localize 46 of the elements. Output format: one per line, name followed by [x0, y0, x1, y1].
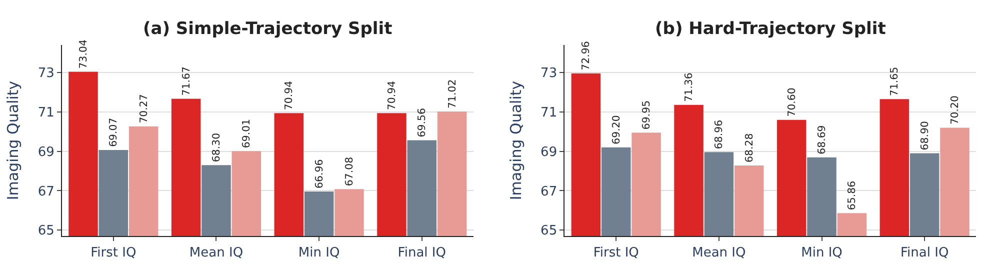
data-label: 66.96 [314, 159, 326, 188]
data-label: 70.27 [138, 94, 150, 124]
x-tick-label: Min IQ [298, 246, 340, 261]
data-label: 70.20 [950, 95, 961, 125]
x-tick-label: First IQ [593, 246, 639, 261]
data-label: 68.69 [817, 125, 828, 154]
x-tick-label: Mean IQ [189, 246, 244, 261]
data-label: 69.20 [611, 115, 622, 144]
y-tick-label: 69 [38, 144, 54, 160]
chart-title: (b) Hard-Trajectory Split [655, 19, 886, 39]
data-label: 71.02 [447, 79, 458, 109]
y-tick-label: 67 [38, 184, 54, 200]
data-label: 68.30 [211, 132, 222, 162]
data-label: 68.28 [744, 133, 756, 162]
y-tick-label: 73 [540, 66, 558, 82]
data-label: 68.90 [920, 121, 931, 150]
y-axis-title: Imaging Quality [4, 80, 22, 200]
data-label: 73.04 [78, 40, 90, 69]
y-axis-title: Imaging Quality [506, 80, 525, 200]
y-tick-label: 67 [540, 184, 558, 200]
data-label: 72.96 [581, 41, 592, 70]
y-tick-label: 71 [38, 106, 54, 120]
x-tick-label: Final IQ [398, 246, 446, 261]
data-label: 67.08 [344, 156, 356, 186]
x-tick-label: Mean IQ [692, 246, 746, 261]
y-tick-label: 71 [540, 106, 558, 120]
data-label: 69.07 [108, 118, 120, 147]
x-tick-label: First IQ [90, 246, 136, 261]
y-tick-label: 65 [38, 224, 54, 239]
data-label: 69.95 [642, 100, 653, 130]
data-label: 71.67 [181, 66, 192, 96]
data-label: 70.94 [284, 80, 296, 110]
data-label: 69.01 [242, 118, 253, 148]
data-label: 71.36 [684, 72, 696, 102]
data-label: 71.65 [890, 66, 901, 96]
y-tick-label: 73 [38, 66, 54, 82]
chart-title: (a) Simple-Trajectory Split [143, 19, 392, 39]
data-label: 69.56 [417, 108, 428, 138]
data-label: 70.94 [386, 80, 398, 110]
data-label: 65.86 [847, 180, 858, 210]
y-tick-label: 69 [540, 144, 558, 160]
data-label: 68.96 [714, 120, 726, 150]
data-label: 70.60 [786, 88, 798, 117]
x-tick-label: Final IQ [900, 246, 949, 261]
x-tick-label: Min IQ [801, 246, 842, 261]
y-tick-label: 65 [540, 224, 558, 239]
